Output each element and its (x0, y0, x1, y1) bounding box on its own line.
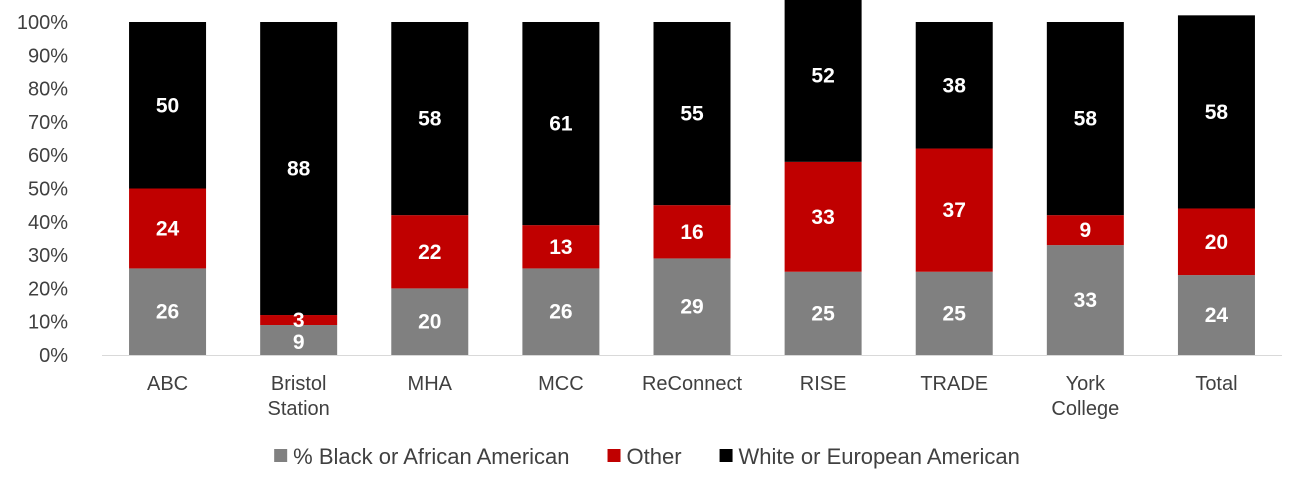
data-label: 25 (811, 302, 835, 325)
data-label: 16 (680, 221, 703, 244)
bar-segment (260, 22, 338, 316)
bar-segment (391, 215, 469, 289)
data-label: 50 (156, 94, 179, 117)
bar-segment (522, 268, 600, 355)
x-tick-label: RISE (800, 373, 847, 395)
bar-segment (1046, 215, 1124, 246)
bar-segment (1046, 22, 1124, 216)
legend-swatch (274, 449, 288, 462)
x-tick-label: Total (1195, 373, 1237, 395)
bar-segment (653, 258, 731, 355)
x-tick-label: TRADE (920, 373, 988, 395)
x-tick-label: York College (1051, 373, 1119, 420)
data-label: 24 (1205, 304, 1229, 327)
data-label: 88 (287, 158, 311, 181)
bar-segment (129, 22, 207, 189)
data-label: 38 (943, 74, 967, 97)
bar-segment (915, 148, 993, 272)
x-tick-label: MCC (538, 373, 584, 395)
data-label: 25 (943, 302, 967, 325)
data-label: 20 (418, 311, 441, 334)
data-label: 61 (549, 113, 573, 136)
y-tick-label: 90% (28, 45, 68, 67)
y-tick-label: 40% (28, 212, 68, 234)
data-label: 20 (1205, 231, 1228, 254)
legend-swatch (719, 449, 733, 462)
data-label: 9 (293, 331, 305, 354)
data-label: 29 (680, 296, 703, 319)
data-label: 26 (156, 301, 179, 324)
data-label: 52 (811, 64, 834, 87)
bars (129, 0, 1255, 355)
bar-segment (1046, 245, 1124, 355)
data-label: 9 (1079, 219, 1091, 242)
x-axis: ABC Bristol Station MHA MCC ReConnect RISE TRAD… (147, 373, 1238, 420)
bar-segment (915, 271, 993, 355)
bar-segment (784, 271, 862, 355)
y-axis: 0% 10% 20% 30% 40% 50% 60% 70% 80% 90% 100% (17, 12, 68, 367)
y-tick-label: 100% (17, 12, 68, 34)
bar-segment (391, 22, 469, 216)
x-tick-label: MHA (408, 373, 453, 395)
bar-segment (129, 268, 207, 355)
data-label: 33 (1074, 289, 1097, 312)
x-tick-label: ReConnect (642, 373, 743, 395)
y-tick-label: 10% (28, 312, 68, 334)
data-label: 24 (156, 217, 180, 240)
data-label: 58 (1205, 101, 1229, 124)
y-tick-label: 70% (28, 112, 68, 134)
y-tick-label: 30% (28, 245, 68, 267)
data-label: 26 (549, 301, 572, 324)
data-label: 58 (418, 108, 442, 131)
bar-segment (1177, 208, 1255, 276)
data-label: 22 (418, 241, 441, 264)
legend-swatch (607, 449, 621, 462)
data-label: 33 (811, 206, 834, 229)
data-label: 13 (549, 236, 572, 259)
legend-label: % Black or African American (293, 444, 569, 469)
bar-segment (653, 22, 731, 206)
bar-segment (522, 225, 600, 269)
bar-segment (1177, 15, 1255, 209)
data-label: 3 (293, 309, 305, 332)
data-label: 58 (1074, 108, 1098, 131)
bar-segment (784, 161, 862, 272)
bar-segment (129, 188, 207, 269)
y-tick-label: 20% (28, 278, 68, 300)
y-tick-label: 80% (28, 79, 68, 101)
y-tick-label: 0% (39, 345, 68, 367)
legend: % Black or African American Other White or… (274, 444, 1020, 469)
bar-segment (784, 0, 862, 162)
bar-segment (522, 22, 600, 226)
bar-segment (391, 288, 469, 355)
bar-segment (915, 22, 993, 149)
legend-label: White or European American (739, 444, 1020, 469)
legend-label: Other (627, 444, 682, 469)
bar-segment (260, 315, 338, 326)
data-labels: 2624509388202258261361291655253352253738… (156, 64, 1229, 354)
y-tick-label: 50% (28, 179, 68, 201)
x-tick-label: ABC (147, 373, 188, 395)
y-tick-label: 60% (28, 145, 68, 167)
bar-segment (1177, 275, 1255, 355)
x-tick-label: Bristol Station (268, 373, 330, 420)
data-label: 37 (943, 199, 966, 222)
bar-segment (653, 205, 731, 259)
bar-segment (260, 325, 338, 355)
data-label: 55 (680, 103, 704, 126)
